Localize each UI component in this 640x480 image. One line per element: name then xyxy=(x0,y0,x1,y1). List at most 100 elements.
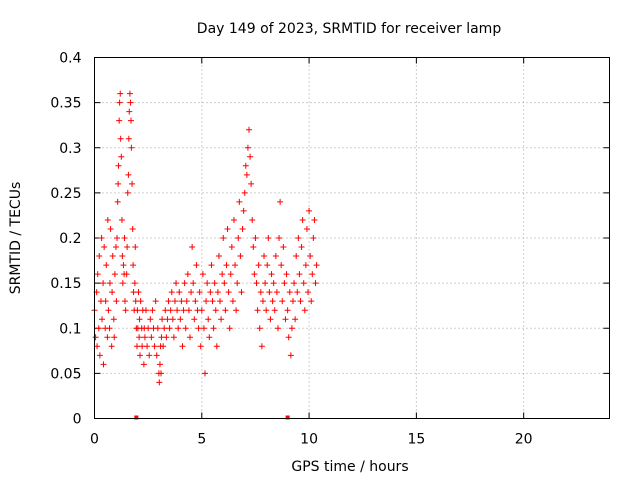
data-point xyxy=(306,207,313,214)
data-point xyxy=(266,289,273,296)
data-point xyxy=(220,235,227,241)
data-point xyxy=(255,262,262,269)
data-point xyxy=(134,307,141,314)
data-point xyxy=(96,253,103,260)
data-point xyxy=(111,271,118,278)
data-point xyxy=(123,271,130,278)
data-point xyxy=(136,316,143,323)
data-point xyxy=(136,334,143,341)
data-point xyxy=(118,216,125,223)
data-point xyxy=(230,216,237,223)
data-point xyxy=(92,334,99,341)
data-point xyxy=(303,225,310,232)
data-point xyxy=(115,162,122,169)
data-point xyxy=(268,271,275,278)
y-tick-label: 0.1 xyxy=(59,321,81,337)
data-point xyxy=(106,325,113,332)
data-point xyxy=(272,253,279,260)
x-tick-label: 0 xyxy=(90,432,99,448)
data-point xyxy=(161,325,168,332)
data-point xyxy=(159,316,166,323)
data-point xyxy=(249,216,256,223)
data-point xyxy=(293,253,300,260)
data-point xyxy=(119,280,126,287)
data-point xyxy=(270,280,277,287)
data-point xyxy=(219,271,226,278)
data-point xyxy=(162,307,169,314)
data-point xyxy=(243,171,250,178)
data-point xyxy=(148,334,155,341)
plot-frame xyxy=(94,57,610,419)
data-point xyxy=(188,289,195,296)
data-point xyxy=(146,352,153,359)
data-point xyxy=(224,225,231,232)
data-point xyxy=(209,298,216,305)
data-point xyxy=(261,253,268,260)
data-point xyxy=(185,307,192,314)
data-point xyxy=(205,316,212,323)
grid-lines xyxy=(94,57,610,419)
data-point xyxy=(178,298,185,305)
data-point xyxy=(232,262,239,269)
data-point xyxy=(238,289,245,296)
data-point xyxy=(117,135,124,142)
data-point xyxy=(117,90,124,97)
data-point xyxy=(198,307,205,314)
data-point xyxy=(184,271,191,278)
data-point xyxy=(233,307,240,314)
data-point xyxy=(135,289,142,296)
data-point xyxy=(248,180,255,187)
data-point xyxy=(298,244,305,251)
data-point xyxy=(176,289,183,296)
data-point xyxy=(254,307,261,314)
data-point xyxy=(305,289,312,296)
data-point xyxy=(156,361,163,368)
data-point xyxy=(98,235,105,241)
data-point xyxy=(215,253,222,260)
data-point xyxy=(189,244,196,251)
data-point xyxy=(181,280,188,287)
data-point xyxy=(222,307,229,314)
data-point xyxy=(291,280,298,287)
data-point xyxy=(118,153,125,160)
data-point xyxy=(262,280,269,287)
data-point xyxy=(285,334,292,341)
data-point xyxy=(257,289,264,296)
data-point xyxy=(133,343,140,350)
data-point xyxy=(234,280,241,287)
data-point xyxy=(207,289,214,296)
data-point xyxy=(284,307,291,314)
data-point xyxy=(289,298,296,305)
data-point xyxy=(147,316,154,323)
data-point xyxy=(242,162,249,169)
data-point xyxy=(296,271,303,278)
data-point xyxy=(282,316,289,323)
data-point xyxy=(247,153,254,160)
axis-ticks xyxy=(94,57,610,419)
data-point xyxy=(299,216,306,223)
data-point xyxy=(127,99,134,106)
data-point xyxy=(265,235,272,241)
data-point xyxy=(107,225,114,232)
data-point xyxy=(126,108,133,115)
data-point xyxy=(109,289,116,296)
x-axis-label: GPS time / hours xyxy=(291,459,408,475)
y-tick-label: 0.05 xyxy=(50,366,81,382)
data-point xyxy=(124,189,131,196)
data-point xyxy=(168,289,175,296)
y-axis-label: SRMTID / TECUs xyxy=(8,182,24,295)
data-point xyxy=(127,117,134,124)
data-point xyxy=(120,262,127,269)
data-point xyxy=(246,126,252,133)
data-point xyxy=(125,135,132,142)
data-point xyxy=(264,262,271,269)
data-point xyxy=(112,244,119,251)
data-point xyxy=(156,379,163,386)
data-point xyxy=(175,325,182,332)
data-point xyxy=(163,334,170,341)
data-point xyxy=(288,325,295,332)
data-point xyxy=(105,307,112,314)
data-point xyxy=(200,325,207,332)
data-point xyxy=(202,370,209,377)
data-point xyxy=(192,298,199,305)
